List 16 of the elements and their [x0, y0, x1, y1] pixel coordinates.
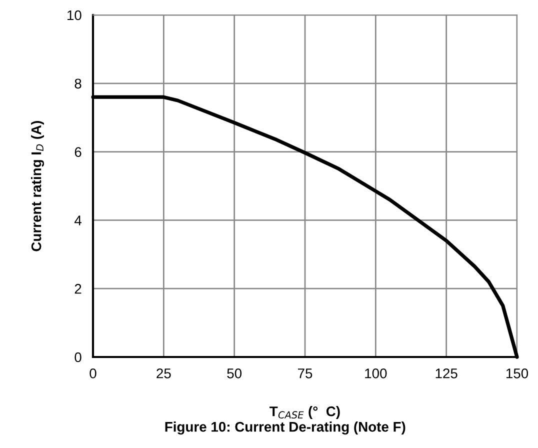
- x-tick-label: 125: [436, 368, 458, 378]
- y-tick-label: 0: [74, 352, 82, 362]
- x-tick-label: 25: [156, 368, 171, 378]
- x-tick-label: 150: [506, 368, 528, 378]
- x-tick-label: 100: [365, 368, 387, 378]
- y-tick-label: 10: [68, 10, 82, 20]
- y-tick-label: 6: [74, 147, 82, 157]
- y-tick-label: 8: [74, 78, 82, 89]
- x-axis-title: T$_{CASE}$ (° C): [270, 406, 340, 420]
- caption: Figure 10: Current De-rating (Note F): [165, 422, 406, 435]
- y-tick-label: 4: [74, 216, 82, 226]
- x-tick-label: 0: [90, 368, 96, 378]
- y-tick-label: 2: [74, 284, 82, 294]
- x-tick-label: 50: [227, 368, 242, 378]
- x-tick-label: 75: [298, 368, 312, 378]
- y-axis-title: Current rating I$_{D}$ (A): [31, 121, 44, 252]
